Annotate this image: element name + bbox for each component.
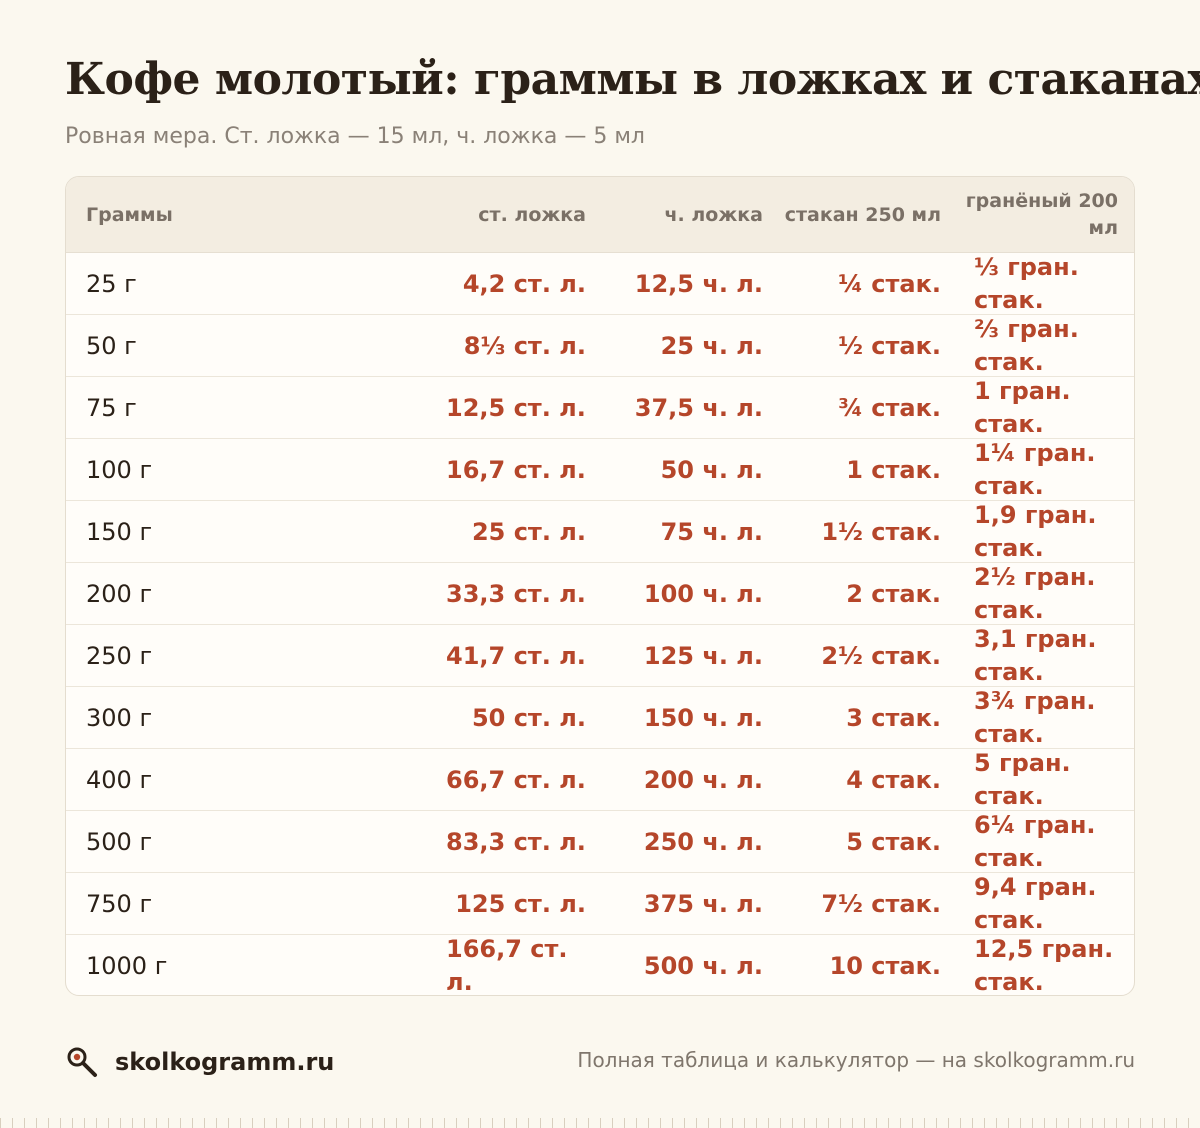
table-row: 50 г 8⅓ ст. л. 25 ч. л. ½ стак. ⅔ гран. стак… [66,315,1134,377]
cell-teaspoon: 50 ч. л. [660,455,763,484]
cell-teaspoon: 125 ч. л. [643,641,763,670]
cell-glass-250: ¼ стак. [838,269,941,298]
cell-teaspoon: 150 ч. л. [643,703,763,732]
cell-tablespoon: 4,2 ст. л. [462,269,586,298]
cell-glass-250: 5 стак. [846,827,941,856]
table-body: 25 г 4,2 ст. л. 12,5 ч. л. ¼ стак. ⅓ гран. с… [66,253,1134,996]
table-row: 150 г 25 ст. л. 75 ч. л. 1½ стак. 1,9 гран. … [66,501,1134,563]
cell-teaspoon: 500 ч. л. [643,951,763,980]
cell-teaspoon: 37,5 ч. л. [634,393,763,422]
table-row: 1000 г 166,7 ст. л. 500 ч. л. 10 стак. 12,5 … [66,935,1134,996]
table-row: 300 г 50 ст. л. 150 ч. л. 3 стак. 3¾ гран. с… [66,687,1134,749]
ruler-decoration [0,1108,1200,1128]
cell-glass-250: 1 стак. [846,455,941,484]
cell-faceted-glass: 6¼ гран. стак. [974,811,1096,872]
header-grams: Граммы [86,203,173,226]
cell-tablespoon: 16,7 ст. л. [446,455,586,484]
cell-faceted-glass: 1,9 гран. стак. [974,501,1097,562]
conversion-table: Граммы ст. ложка ч. ложка стакан 250 мл … [65,176,1135,996]
cell-tablespoon: 33,3 ст. л. [446,579,586,608]
cell-faceted-glass: 9,4 гран. стак. [974,873,1097,934]
cell-grams: 150 г [86,517,153,546]
cell-faceted-glass: ⅔ гран. стак. [974,315,1079,376]
cell-glass-250: ¾ стак. [838,393,941,422]
cell-grams: 50 г [86,331,137,360]
cell-glass-250: ½ стак. [838,331,941,360]
cell-faceted-glass: 1 гран. стак. [974,377,1071,438]
header-faceted-glass-200: гранёный 200 мл [965,190,1118,239]
cell-teaspoon: 100 ч. л. [643,579,763,608]
header-tablespoon: ст. ложка [478,203,586,226]
cell-faceted-glass: 2½ гран. стак. [974,563,1096,624]
footer-brand[interactable]: skolkogramm.ru [65,1044,334,1080]
cell-grams: 250 г [86,641,153,670]
cell-teaspoon: 250 ч. л. [643,827,763,856]
cell-glass-250: 1½ стак. [821,517,941,546]
cell-faceted-glass: 1¼ гран. стак. [974,439,1096,500]
cell-grams: 25 г [86,269,137,298]
cell-faceted-glass: 3,1 гран. стак. [974,625,1097,686]
cell-grams: 100 г [86,455,153,484]
cell-glass-250: 7½ стак. [821,889,941,918]
cell-grams: 400 г [86,765,153,794]
cell-glass-250: 2½ стак. [821,641,941,670]
cell-tablespoon: 41,7 ст. л. [446,641,586,670]
page-subtitle: Ровная мера. Ст. ложка — 15 мл, ч. ложка… [65,124,645,149]
table-row: 750 г 125 ст. л. 375 ч. л. 7½ стак. 9,4 гран… [66,873,1134,935]
cell-teaspoon: 25 ч. л. [660,331,763,360]
cell-glass-250: 2 стак. [846,579,941,608]
cell-tablespoon: 50 ст. л. [471,703,586,732]
cell-grams: 500 г [86,827,153,856]
cell-faceted-glass: ⅓ гран. стак. [974,253,1079,314]
table-row: 250 г 41,7 ст. л. 125 ч. л. 2½ стак. 3,1 гра… [66,625,1134,687]
table-row: 75 г 12,5 ст. л. 37,5 ч. л. ¾ стак. 1 гран. … [66,377,1134,439]
table-row: 25 г 4,2 ст. л. 12,5 ч. л. ¼ стак. ⅓ гран. с… [66,253,1134,315]
cell-teaspoon: 375 ч. л. [643,889,763,918]
cell-glass-250: 4 стак. [846,765,941,794]
cell-teaspoon: 75 ч. л. [660,517,763,546]
table-row: 100 г 16,7 ст. л. 50 ч. л. 1 стак. 1¼ гран. … [66,439,1134,501]
page-title: Кофе молотый: граммы в ложках и стаканах [65,54,1200,105]
cell-tablespoon: 83,3 ст. л. [446,827,586,856]
cell-tablespoon: 12,5 ст. л. [446,393,586,422]
table-row: 400 г 66,7 ст. л. 200 ч. л. 4 стак. 5 гран. … [66,749,1134,811]
cell-tablespoon: 166,7 ст. л. [446,935,568,996]
header-glass-250: стакан 250 мл [784,203,941,226]
cell-grams: 300 г [86,703,153,732]
table-header: Граммы ст. ложка ч. ложка стакан 250 мл … [66,177,1134,253]
footer-note[interactable]: Полная таблица и калькулятор — на skolko… [577,1048,1135,1072]
table-row: 500 г 83,3 ст. л. 250 ч. л. 5 стак. 6¼ гран.… [66,811,1134,873]
cell-faceted-glass: 5 гран. стак. [974,749,1071,810]
cell-faceted-glass: 3¾ гран. стак. [974,687,1096,748]
cell-teaspoon: 200 ч. л. [643,765,763,794]
cell-grams: 75 г [86,393,137,422]
magnifier-icon [65,1045,99,1079]
cell-grams: 200 г [86,579,153,608]
cell-tablespoon: 8⅓ ст. л. [463,331,586,360]
header-teaspoon: ч. ложка [664,203,763,226]
cell-glass-250: 10 стак. [829,951,942,980]
cell-glass-250: 3 стак. [846,703,941,732]
table-row: 200 г 33,3 ст. л. 100 ч. л. 2 стак. 2½ гран.… [66,563,1134,625]
cell-tablespoon: 66,7 ст. л. [446,765,586,794]
brand-name: skolkogramm.ru [115,1048,335,1076]
cell-teaspoon: 12,5 ч. л. [634,269,763,298]
cell-tablespoon: 125 ст. л. [455,889,586,918]
cell-grams: 1000 г [86,951,168,980]
cell-grams: 750 г [86,889,153,918]
cell-faceted-glass: 12,5 гран. стак. [974,935,1114,996]
cell-tablespoon: 25 ст. л. [471,517,586,546]
